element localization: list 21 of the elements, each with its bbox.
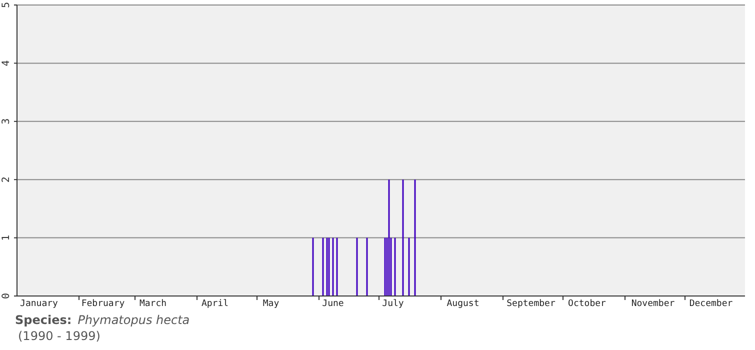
y-tick-label: 5	[1, 2, 12, 8]
x-tick-label: November	[631, 299, 676, 309]
x-tick-label: May	[262, 299, 280, 309]
x-tick-label: July	[382, 299, 404, 309]
text: Phymatopus hecta	[78, 313, 190, 327]
x-tick-label: June	[322, 299, 344, 309]
y-tick-label: 3	[1, 118, 12, 124]
x-tick-label: August	[446, 299, 480, 309]
x-tick-label: December	[689, 299, 734, 309]
text: Species:	[15, 313, 72, 327]
x-tick-label: September	[506, 299, 556, 309]
x-tick-label: January	[20, 299, 59, 309]
y-tick-label: 1	[1, 234, 12, 241]
x-tick-label: April	[201, 299, 229, 309]
text: (1990 - 1999)	[18, 329, 100, 343]
y-tick-label: 4	[1, 60, 12, 66]
x-tick-label: March	[139, 299, 167, 309]
y-tick-label: 2	[1, 176, 12, 183]
y-tick-label: 0	[1, 292, 12, 300]
x-tick-label: February	[81, 299, 126, 309]
x-tick-label: October	[568, 299, 607, 309]
